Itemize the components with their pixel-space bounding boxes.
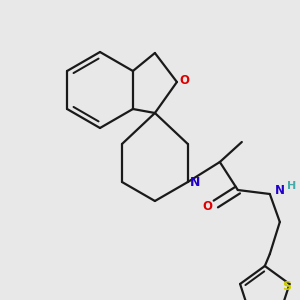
Text: O: O [179, 74, 189, 86]
Text: N: N [190, 176, 200, 188]
Text: H: H [287, 181, 296, 191]
Text: N: N [275, 184, 285, 196]
Text: S: S [282, 280, 291, 293]
Text: O: O [203, 200, 213, 212]
